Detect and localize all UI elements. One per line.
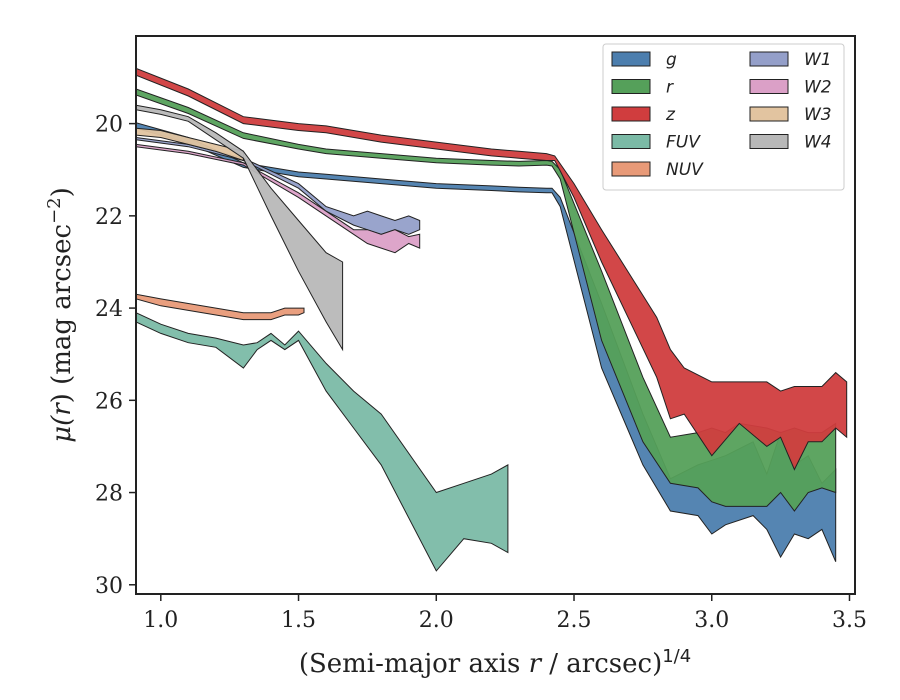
y-tick-label: 28 [95, 482, 123, 507]
legend-label-fuv: FUV [666, 133, 701, 153]
profile-bands [136, 67, 848, 572]
legend-swatch-w1 [749, 51, 789, 67]
legend-label-w2: W2 [804, 78, 832, 98]
legend-swatch-w2 [749, 79, 789, 94]
y-tick-label: 20 [95, 113, 123, 138]
x-tick-label: 3.5 [832, 608, 867, 633]
band-w1 [136, 136, 421, 235]
y-tick-label: 26 [95, 389, 123, 414]
x-axis-title: (Semi-major axis r / arcsec)1/4 [299, 646, 691, 679]
band-fuv [136, 312, 509, 572]
band-w4 [136, 104, 344, 352]
plot-frame [135, 35, 856, 595]
x-tick-label: 1.0 [143, 608, 178, 633]
band-w3 [136, 127, 244, 162]
y-tick-label: 30 [95, 574, 123, 599]
legend-swatch-nuv [611, 161, 651, 177]
x-tick-label: 3.0 [694, 608, 729, 633]
band-w2 [136, 143, 421, 254]
legend-swatch-w4 [749, 134, 789, 149]
band-g [136, 122, 837, 562]
x-tick-label: 2.0 [419, 608, 454, 633]
y-tick-label: 24 [95, 297, 123, 322]
y-axis-ticks: 20 22 24 26 28 30 [95, 113, 136, 599]
y-tick-label: 22 [95, 205, 123, 230]
band-nuv [136, 293, 305, 321]
band-r [136, 88, 837, 512]
legend-label-w4: W4 [804, 133, 832, 153]
legend-swatch-r [611, 79, 651, 94]
x-tick-label: 1.5 [281, 608, 316, 633]
legend-swatch-g [611, 51, 651, 67]
x-tick-label: 2.5 [557, 608, 592, 633]
legend-swatch-z [611, 106, 651, 122]
band-z [136, 67, 848, 471]
legend: grz FUV NUV W1 W2 W3 W4 [602, 43, 845, 191]
y-axis-title: μ(r) (mag arcsec−2) [44, 187, 77, 443]
legend-label-g: g [666, 50, 677, 70]
x-axis-ticks: 1.0 1.5 2.0 2.5 3.0 3.5 [143, 594, 867, 633]
legend-swatch-fuv [611, 134, 651, 149]
legend-label-w3: W3 [804, 105, 832, 125]
legend-swatch-w3 [749, 106, 789, 122]
legend-label-r: r [666, 78, 674, 98]
legend-label-z: z [665, 105, 676, 125]
legend-label-nuv: NUV [666, 160, 704, 180]
legend-label-w1: W1 [804, 50, 832, 70]
